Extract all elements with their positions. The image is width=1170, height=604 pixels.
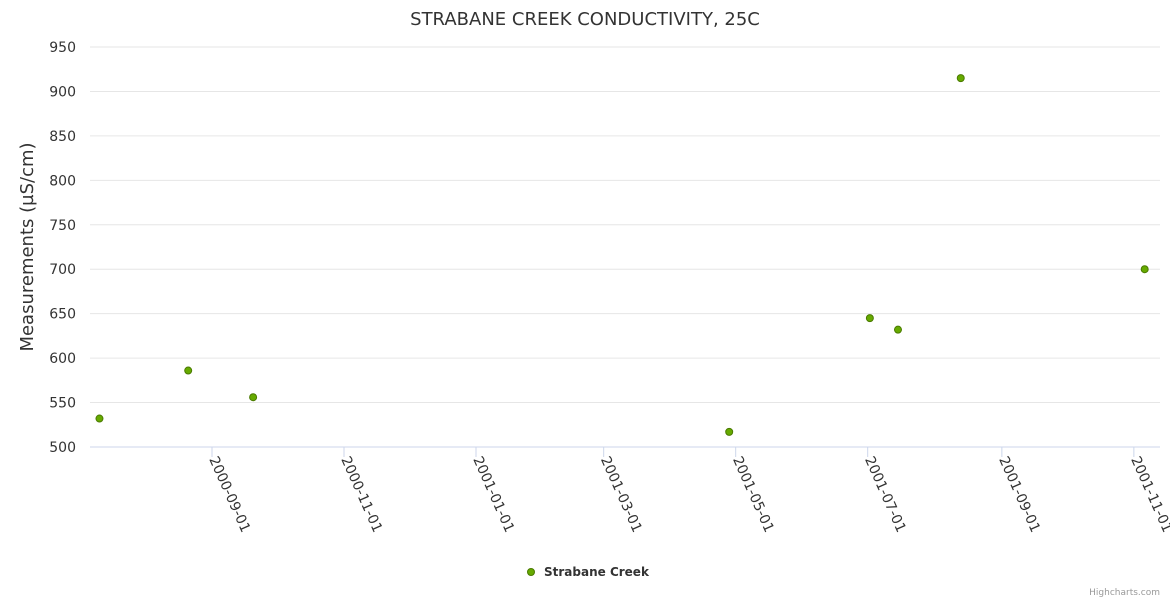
data-point xyxy=(95,414,104,423)
data-point xyxy=(1140,265,1149,274)
y-tick-label: 950 xyxy=(49,40,76,56)
x-tick-label: 2001-09-01 xyxy=(995,454,1043,535)
legend-item[interactable]: Strabane Creek xyxy=(527,565,650,579)
y-tick-label: 550 xyxy=(49,396,76,412)
data-point xyxy=(249,393,258,402)
y-tick-label: 650 xyxy=(49,307,76,323)
y-tick-label: 800 xyxy=(49,173,76,189)
legend-label: Strabane Creek xyxy=(544,565,650,579)
chart-title: STRABANE CREEK CONDUCTIVITY, 25C xyxy=(410,9,760,30)
x-tick-label: 2001-05-01 xyxy=(729,454,777,535)
data-point xyxy=(725,427,734,436)
y-tick-label: 850 xyxy=(49,129,76,145)
y-tick-label: 900 xyxy=(49,84,76,100)
y-axis-label: Measurements (µS/cm) xyxy=(17,142,38,351)
data-point xyxy=(865,314,874,323)
x-tick-label: 2001-07-01 xyxy=(861,454,909,535)
data-point xyxy=(184,366,193,375)
y-tick-label: 750 xyxy=(49,218,76,234)
x-tick-label: 2001-03-01 xyxy=(597,454,645,535)
data-point xyxy=(956,74,965,83)
legend-marker xyxy=(527,568,535,576)
y-tick-label: 600 xyxy=(49,351,76,367)
x-tick-label: 2001-01-01 xyxy=(469,454,517,535)
y-tick-label: 500 xyxy=(49,440,76,456)
x-tick-label: 2000-09-01 xyxy=(205,454,253,535)
credits-link[interactable]: Highcharts.com xyxy=(1089,588,1160,598)
y-tick-label: 700 xyxy=(49,262,76,278)
x-tick-label: 2000-11-01 xyxy=(337,454,385,535)
x-tick-label: 2001-11-01 xyxy=(1127,454,1170,535)
data-point xyxy=(893,325,902,334)
